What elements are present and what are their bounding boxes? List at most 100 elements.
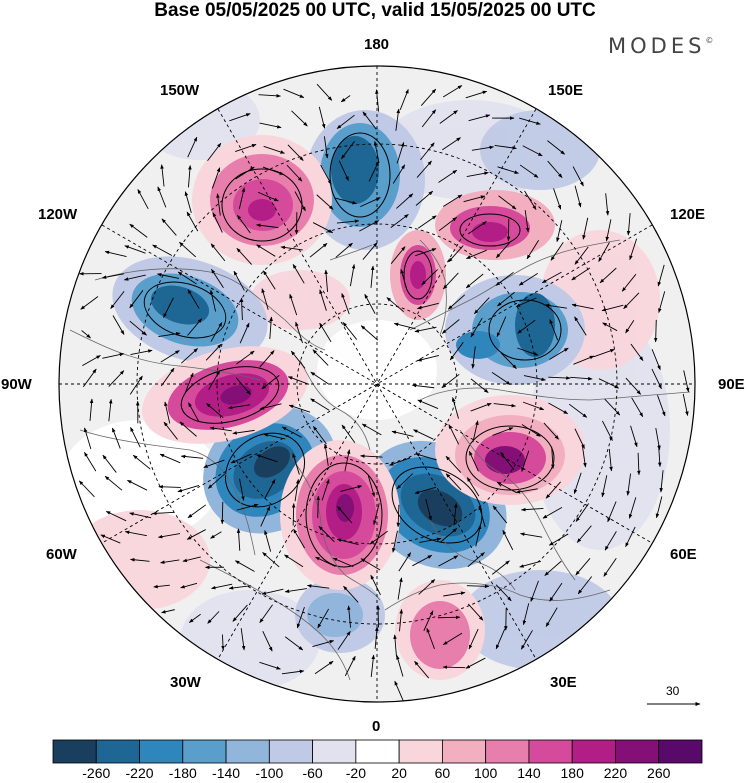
wind-arrow	[466, 171, 489, 177]
wind-arrow	[262, 166, 285, 175]
wind-arrow	[551, 446, 555, 470]
wind-arrow	[180, 454, 204, 459]
wind-arrow	[108, 398, 113, 422]
wind-arrow	[415, 190, 434, 206]
wind-arrow	[80, 296, 99, 310]
wind-arrow	[390, 214, 409, 228]
wind-arrow	[360, 197, 381, 208]
wind-arrow	[186, 529, 206, 540]
wind-arrow	[517, 347, 539, 356]
wind-arrow	[475, 524, 482, 547]
wind-arrow	[132, 454, 151, 470]
wind-arrow	[360, 454, 383, 458]
coastlines	[69, 239, 691, 681]
wind-arrow	[445, 455, 462, 473]
wind-arrow	[336, 114, 355, 129]
wind-arrow	[601, 475, 608, 498]
wind-arrow	[500, 451, 515, 471]
wind-arrow	[400, 268, 408, 291]
wind-arrow	[682, 393, 689, 416]
wind-arrow	[523, 375, 546, 382]
wind-arrow	[324, 269, 329, 292]
wind-arrow	[320, 164, 332, 185]
wind-arrow	[599, 267, 617, 284]
wind-arrow	[124, 530, 147, 537]
wind-arrow	[653, 319, 658, 343]
wind-arrow	[492, 427, 514, 436]
wind-arrow	[447, 294, 466, 310]
wind-arrow	[235, 144, 257, 152]
wind-arrow	[545, 607, 558, 627]
wind-arrow	[472, 420, 479, 443]
wind-arrow	[414, 486, 437, 494]
wind-arrow	[426, 627, 435, 650]
wind-arrow	[258, 94, 281, 98]
colorbar-swatch	[225, 739, 270, 764]
wind-arrow	[497, 291, 515, 307]
wind-arrow	[337, 630, 351, 650]
wind-arrow	[160, 559, 180, 564]
wind-arrow	[316, 495, 321, 519]
wind-arrow	[179, 421, 197, 437]
wind-arrow	[286, 164, 303, 182]
wind-arrow	[549, 582, 563, 602]
wind-arrow	[361, 423, 382, 436]
wind-arrow	[260, 505, 271, 527]
wind-arrow	[343, 585, 359, 603]
colorbar-swatch	[485, 739, 530, 764]
wind-arrow	[465, 657, 486, 669]
wind-arrow	[530, 580, 539, 602]
colorbar-swatch	[268, 739, 314, 764]
wind-arrow	[341, 292, 350, 315]
wind-arrow	[256, 454, 278, 463]
wind-arrow	[520, 630, 533, 650]
wind-arrow	[312, 425, 327, 445]
wind-arrow	[256, 244, 276, 257]
wind-arrow	[236, 503, 259, 511]
wind-arrow	[309, 243, 328, 258]
wind-arrow	[319, 322, 332, 343]
wind-arrow	[605, 193, 610, 216]
wind-arrow	[332, 557, 354, 568]
wind-arrow	[568, 403, 588, 418]
wind-arrow	[161, 609, 175, 614]
wind-arrow	[396, 141, 405, 164]
wind-arrow	[229, 113, 251, 122]
wind-arrow	[89, 398, 94, 421]
wind-arrow	[621, 273, 637, 292]
wind-arrow	[236, 247, 253, 265]
wind-arrow	[312, 222, 334, 234]
wind-arrow	[573, 355, 595, 365]
wind-arrow	[269, 316, 273, 339]
colorbar-swatch	[615, 739, 660, 764]
wind-arrow	[629, 238, 638, 261]
wind-arrow	[236, 350, 255, 365]
wind-arrow	[294, 479, 300, 502]
wind-arrow	[581, 445, 587, 468]
wind-arrow	[465, 90, 488, 99]
wind-arrow	[238, 187, 246, 210]
wind-arrow	[389, 457, 411, 466]
wind-arrow	[395, 108, 401, 131]
wind-arrow	[375, 89, 380, 112]
colorbar-tick-labels: -260 -220 -180 -140 -100 -60 -20 20 60 100 140 180 2…	[0, 765, 750, 783]
wind-arrow	[572, 166, 584, 187]
colorbar-tick-label: -20	[345, 765, 366, 781]
wind-arrow	[137, 189, 149, 210]
wind-arrow	[411, 383, 435, 389]
wind-arrow	[575, 503, 590, 522]
longitude-label-30w: 30W	[170, 674, 201, 691]
wind-arrow	[290, 350, 306, 369]
wind-arrow	[637, 452, 641, 476]
wind-arrow	[239, 297, 244, 320]
colorbar-tick-label: 60	[434, 765, 451, 781]
wind-arrow	[397, 577, 403, 600]
wind-arrow	[295, 321, 303, 344]
wind-arrow	[239, 322, 250, 344]
longitude-label-60w: 60W	[46, 546, 77, 563]
wind-arrow	[284, 636, 304, 651]
wind-arrow	[396, 193, 414, 209]
wind-arrow	[310, 398, 330, 411]
wind-arrow	[211, 583, 233, 590]
wind-arrow	[474, 297, 490, 315]
